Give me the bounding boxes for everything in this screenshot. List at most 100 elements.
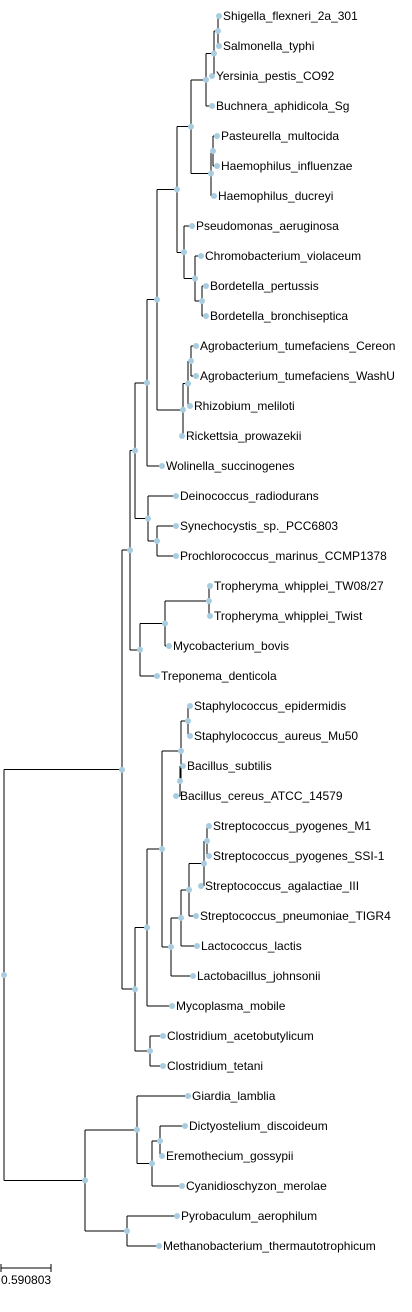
internal-node — [162, 621, 168, 627]
internal-node — [159, 846, 165, 852]
leaf-label: Dictyostelium_discoideum — [189, 1119, 328, 1133]
leaf-label: Pasteurella_multocida — [221, 129, 339, 143]
leaf-node — [209, 73, 215, 79]
internal-node — [137, 647, 143, 653]
leaf-node — [159, 463, 165, 469]
internal-node — [157, 1138, 163, 1144]
internal-node — [134, 1127, 140, 1133]
leaf-label: Yersinia_pestis_CO92 — [216, 69, 335, 83]
leaf-label: Streptococcus_pyogenes_M1 — [213, 819, 371, 833]
leaf-node — [182, 1123, 188, 1129]
internal-node — [144, 380, 150, 386]
internal-node — [127, 547, 133, 553]
leaf-node — [190, 973, 196, 979]
internal-node — [178, 748, 184, 754]
scale-bar-label: 0.590803 — [1, 1273, 51, 1287]
internal-node — [211, 51, 217, 57]
internal-node — [185, 381, 191, 387]
leaf-node — [179, 433, 185, 439]
leaf-label: Bacillus_subtilis — [187, 759, 272, 773]
leaf-node — [198, 883, 204, 889]
internal-node — [154, 538, 160, 544]
internal-node — [199, 298, 205, 304]
scale-bar: 0.590803 — [1, 1264, 51, 1287]
leaf-node — [187, 403, 193, 409]
leaf-label: Salmonella_typhi — [223, 39, 314, 53]
leaf-label: Synechocystis_sp._PCC6803 — [180, 519, 338, 533]
leaf-label: Tropheryma_whipplei_TW08/27 — [214, 579, 384, 593]
leaf-label: Agrobacterium_tumefaciens_Cereon — [200, 339, 395, 353]
leaf-node — [194, 943, 200, 949]
leaf-label: Lactobacillus_johnsonii — [197, 969, 320, 983]
leaf-label: Pseudomonas_aeruginosa — [196, 219, 339, 233]
internal-node — [206, 598, 212, 604]
internal-node — [201, 861, 207, 867]
leaf-node — [160, 1033, 166, 1039]
leaf-label: Eremothecium_gossypii — [166, 1149, 293, 1163]
leaf-node — [198, 253, 204, 259]
leaf-label: Clostridium_tetani — [167, 1059, 263, 1073]
leaf-label: Streptococcus_pneumoniae_TIGR4 — [200, 909, 391, 923]
internal-node — [180, 407, 186, 413]
leaf-node — [160, 1063, 166, 1069]
internal-node — [154, 297, 160, 303]
leaf-node — [179, 1183, 185, 1189]
leaf-node — [193, 913, 199, 919]
leaf-label: Giardia_lamblia — [192, 1089, 276, 1103]
leaf-node — [185, 1093, 191, 1099]
internal-node — [145, 516, 151, 522]
leaf-node — [193, 373, 199, 379]
leaf-node — [159, 1153, 165, 1159]
internal-node — [181, 249, 187, 255]
leaf-node — [173, 793, 179, 799]
internal-node — [147, 1048, 153, 1054]
internal-node — [149, 1161, 155, 1167]
leaf-node — [154, 673, 160, 679]
leaf-node — [166, 643, 172, 649]
leaf-label: Bordetella_pertussis — [210, 279, 319, 293]
leaf-label: Methanobacterium_thermautotrophicum — [163, 1239, 376, 1253]
leaf-label: Tropheryma_whipplei_Twist — [214, 609, 363, 623]
leaf-label: Streptococcus_pyogenes_SSI-1 — [213, 849, 385, 863]
internal-node — [82, 1177, 88, 1183]
leaf-label: Staphylococcus_aureus_Mu50 — [194, 729, 358, 743]
leaf-node — [189, 223, 195, 229]
internal-node — [124, 1228, 130, 1234]
internal-node — [1, 972, 7, 978]
internal-node — [178, 915, 184, 921]
leaf-node — [216, 13, 222, 19]
leaf-label: Clostridium_acetobutylicum — [167, 1029, 314, 1043]
internal-node — [174, 186, 180, 192]
leaf-label: Haemophilus_influenzae — [221, 159, 353, 173]
leaf-node — [203, 313, 209, 319]
internal-node — [132, 986, 138, 992]
leaf-node — [214, 133, 220, 139]
leaf-label: Mycobacterium_bovis — [173, 639, 289, 653]
leaf-label: Lactococcus_lactis — [201, 939, 302, 953]
internal-node — [144, 924, 150, 930]
internal-node — [168, 944, 174, 950]
internal-node — [185, 718, 191, 724]
internal-node — [204, 838, 210, 844]
leaf-node — [169, 1003, 175, 1009]
leaf-label: Rhizobium_meliloti — [194, 399, 295, 413]
leaf-label: Haemophilus_ducreyi — [218, 189, 333, 203]
leaf-node — [206, 853, 212, 859]
internal-node — [132, 448, 138, 454]
internal-node — [177, 778, 183, 784]
leaf-node — [187, 733, 193, 739]
leaf-node — [214, 163, 220, 169]
leaf-node — [173, 553, 179, 559]
leaf-label: Streptococcus_agalactiae_III — [205, 879, 359, 893]
leaf-label: Bordetella_bronchiseptica — [210, 309, 348, 323]
internal-node — [188, 124, 194, 130]
leaf-node — [174, 1213, 180, 1219]
leaf-label: Cyanidioschyzon_merolae — [186, 1179, 327, 1193]
leaf-node — [207, 583, 213, 589]
leaf-labels: Shigella_flexneri_2a_301 Salmonella_typhi… — [161, 9, 395, 1253]
leaf-label: Shigella_flexneri_2a_301 — [223, 9, 358, 23]
internal-node — [210, 148, 216, 154]
internal-node — [208, 171, 214, 177]
leaf-label: Agrobacterium_tumefaciens_WashU — [200, 369, 395, 383]
